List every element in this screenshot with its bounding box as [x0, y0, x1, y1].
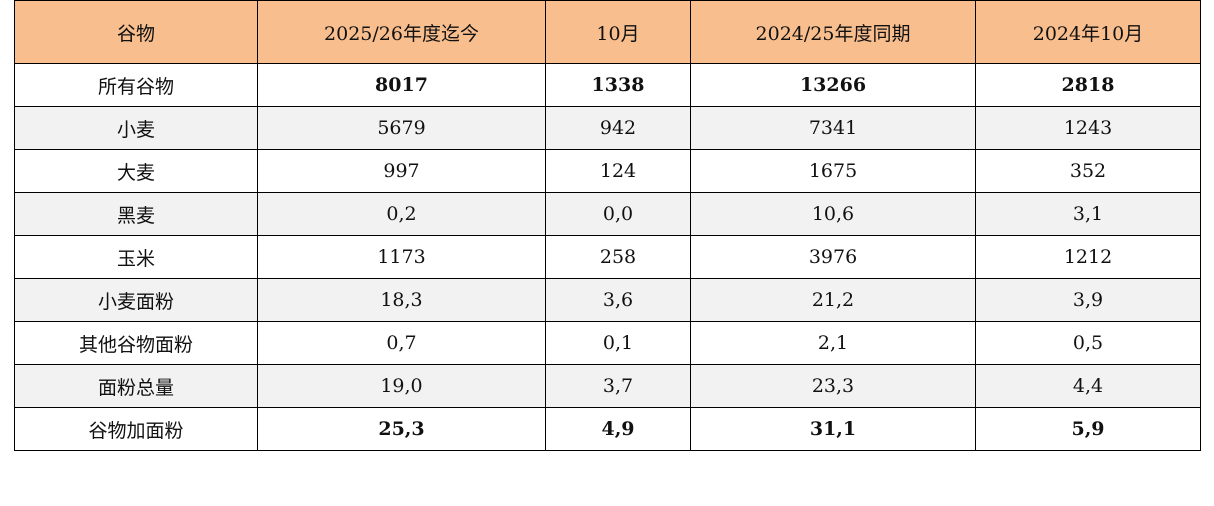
table-row: 黑麦 0,2 0,0 10,6 3,1 — [14, 192, 1201, 236]
row-label: 玉米 — [14, 235, 258, 279]
cell: 0,0 — [545, 192, 691, 236]
cell: 1173 — [257, 235, 546, 279]
header-cell: 谷物 — [14, 0, 258, 64]
row-label: 谷物加面粉 — [14, 407, 258, 451]
cell: 13266 — [690, 63, 976, 107]
row-label: 小麦 — [14, 106, 258, 150]
cell: 258 — [545, 235, 691, 279]
row-label: 黑麦 — [14, 192, 258, 236]
header-cell: 2025/26年度迄今 — [257, 0, 546, 64]
table-row: 其他谷物面粉 0,7 0,1 2,1 0,5 — [14, 321, 1201, 365]
header-cell: 10月 — [545, 0, 691, 64]
cell: 3,1 — [975, 192, 1201, 236]
cell: 0,7 — [257, 321, 546, 365]
table-row: 谷物加面粉 25,3 4,9 31,1 5,9 — [14, 407, 1201, 451]
cell: 1212 — [975, 235, 1201, 279]
cell: 4,4 — [975, 364, 1201, 408]
cell: 10,6 — [690, 192, 976, 236]
cell: 1675 — [690, 149, 976, 193]
table-body: 所有谷物 8017 1338 13266 2818 小麦 5679 942 7341 1243 大麦… — [14, 63, 1201, 451]
cell: 0,2 — [257, 192, 546, 236]
cell: 5,9 — [975, 407, 1201, 451]
cell: 0,5 — [975, 321, 1201, 365]
cell: 8017 — [257, 63, 546, 107]
cell: 25,3 — [257, 407, 546, 451]
cell: 1243 — [975, 106, 1201, 150]
cell: 997 — [257, 149, 546, 193]
cell: 18,3 — [257, 278, 546, 322]
cell: 0,1 — [545, 321, 691, 365]
cell: 942 — [545, 106, 691, 150]
cell: 2818 — [975, 63, 1201, 107]
cell: 3,7 — [545, 364, 691, 408]
cell: 4,9 — [545, 407, 691, 451]
row-label: 大麦 — [14, 149, 258, 193]
table-row: 小麦 5679 942 7341 1243 — [14, 106, 1201, 150]
cell: 3,9 — [975, 278, 1201, 322]
grain-table: 谷物 2025/26年度迄今 10月 2024/25年度同期 2024年10月 所有谷物… — [14, 0, 1201, 451]
cell: 5679 — [257, 106, 546, 150]
row-label: 其他谷物面粉 — [14, 321, 258, 365]
cell: 1338 — [545, 63, 691, 107]
header-cell: 2024年10月 — [975, 0, 1201, 64]
table-row: 面粉总量 19,0 3,7 23,3 4,4 — [14, 364, 1201, 408]
cell: 124 — [545, 149, 691, 193]
cell: 23,3 — [690, 364, 976, 408]
cell: 7341 — [690, 106, 976, 150]
table-row: 大麦 997 124 1675 352 — [14, 149, 1201, 193]
cell: 2,1 — [690, 321, 976, 365]
cell: 3976 — [690, 235, 976, 279]
table-row: 所有谷物 8017 1338 13266 2818 — [14, 63, 1201, 107]
row-label: 所有谷物 — [14, 63, 258, 107]
cell: 3,6 — [545, 278, 691, 322]
table-row: 玉米 1173 258 3976 1212 — [14, 235, 1201, 279]
cell: 31,1 — [690, 407, 976, 451]
table-row: 小麦面粉 18,3 3,6 21,2 3,9 — [14, 278, 1201, 322]
header-row: 谷物 2025/26年度迄今 10月 2024/25年度同期 2024年10月 — [14, 0, 1201, 64]
row-label: 小麦面粉 — [14, 278, 258, 322]
cell: 19,0 — [257, 364, 546, 408]
cell: 352 — [975, 149, 1201, 193]
cell: 21,2 — [690, 278, 976, 322]
header-cell: 2024/25年度同期 — [690, 0, 976, 64]
row-label: 面粉总量 — [14, 364, 258, 408]
